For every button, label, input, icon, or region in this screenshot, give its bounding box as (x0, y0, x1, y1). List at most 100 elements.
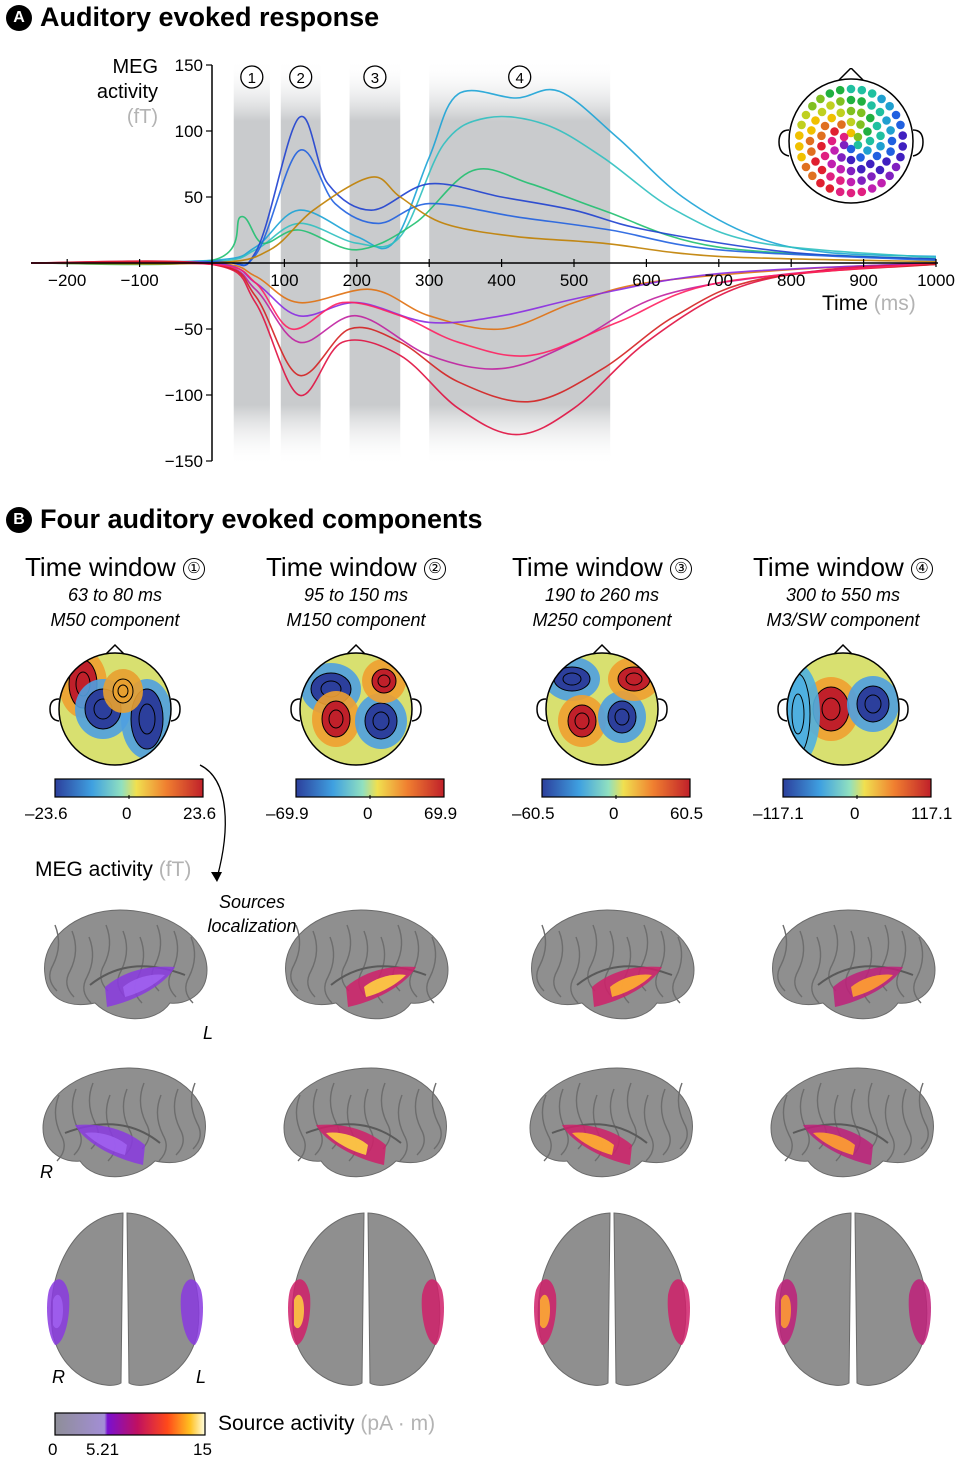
sensor-dot (857, 85, 867, 95)
colorbar-czero-label: 0 (850, 804, 860, 823)
brain-render-1-2 (42, 1067, 206, 1178)
x-tick-label: 800 (777, 271, 805, 290)
time-window-column-4: Time window ④ 300 to 550 ms M3/SW componen… (733, 552, 953, 633)
sensor-dot (839, 140, 849, 150)
brain-render-1-3 (47, 1212, 203, 1386)
evoked-response-chart: 1 2 3 4 −200 −100 100 200 300 400 500 600 700 800 900… (30, 56, 955, 471)
time-window-component: M3/SW component (766, 610, 920, 630)
meg-trace-2 (30, 115, 937, 264)
sensor-dot (898, 142, 908, 151)
sensor-dot (867, 172, 876, 181)
brain-render-2-1 (285, 909, 449, 1020)
sensor-dot (846, 166, 856, 176)
sensor-dot (867, 184, 877, 193)
sensor-dot (839, 132, 849, 142)
x-tick-label: 500 (560, 271, 588, 290)
colorbar-cmin-label: –69.9 (266, 804, 309, 823)
sources-line2: localization (207, 916, 297, 936)
sensor-dot (827, 136, 837, 146)
time-window-number: ① (182, 558, 205, 581)
x-tick-label: −200 (48, 271, 86, 290)
sensor-dot (835, 85, 845, 95)
time-window-range: 190 to 260 ms (544, 585, 660, 605)
sensor-dot (820, 121, 830, 131)
sensor-dot (835, 187, 845, 197)
sensor-dot (817, 107, 827, 117)
y-tick-label: −100 (165, 386, 203, 405)
sensor-dot (817, 165, 827, 175)
time-window-title: Time window ④ (733, 552, 953, 583)
x-tick-label: 100 (270, 271, 298, 290)
time-window-number: ④ (910, 558, 933, 581)
colorbar-cmax-label: 60.5 (670, 804, 704, 823)
sensor-dot (865, 159, 875, 169)
sensor-dot (846, 155, 856, 165)
sensor-dot (794, 131, 804, 140)
sensor-dot (836, 97, 845, 106)
topomap-2 (290, 643, 422, 766)
meg-trace-5 (30, 149, 937, 266)
window-marker-2: 2 (297, 70, 305, 87)
sensor-dot (857, 187, 867, 197)
sensor-dot (846, 84, 856, 94)
sensor-dot (872, 151, 882, 161)
source-activity-unit: (pA · m) (360, 1412, 436, 1435)
sensor-dot (825, 89, 835, 98)
y-tick-label: 100 (175, 122, 203, 141)
sensor-layout-inset (778, 68, 924, 204)
brain-render-3-3 (534, 1212, 690, 1386)
sensor-dot (882, 116, 891, 125)
time-window-column-3: Time window ③ 190 to 260 ms M250 component (492, 552, 712, 633)
sensor-dot (898, 131, 908, 140)
time-window-title-text: Time window (512, 552, 663, 582)
sensor-dot (877, 178, 886, 188)
brain-render-3-2 (529, 1067, 693, 1178)
window-marker-4: 4 (516, 70, 524, 87)
sensor-dot (846, 128, 856, 138)
sensor-dot (846, 117, 856, 127)
x-tick-label: 900 (849, 271, 877, 290)
meg-activity-label: MEG activity (fT) (35, 858, 191, 882)
sensor-dot (807, 126, 816, 135)
colorbar-cmax-label: 117.1 (911, 804, 953, 823)
sensor-dot (857, 176, 866, 185)
sensor-dot (808, 171, 817, 181)
sensor-dot (853, 140, 863, 150)
sensor-dot (846, 188, 856, 198)
colorbar-cmax-label: 23.6 (183, 804, 217, 823)
topomap-1 (49, 643, 181, 766)
meg-activity-unit: (fT) (158, 858, 192, 881)
sensor-dot (885, 171, 894, 181)
meg-trace-6 (30, 176, 937, 265)
sensor-dot (797, 152, 806, 162)
sensor-dot (836, 176, 845, 185)
hemi-label-ventral-left: L (196, 1367, 207, 1387)
time-window-title: Time window ② (246, 552, 466, 583)
sensor-dot (856, 164, 866, 174)
sensor-dot (817, 131, 826, 141)
colorbar-czero-label: 0 (363, 804, 373, 823)
sensor-dot (836, 164, 846, 174)
sensor-dot (875, 165, 885, 175)
sensor-dot (853, 132, 863, 142)
window-marker-1: 1 (248, 70, 256, 87)
y-axis-label: MEG activity (fT) (60, 55, 158, 130)
window-marker-circle-4 (508, 65, 532, 89)
sensor-dot (886, 147, 895, 156)
y-tick-label: −50 (174, 320, 203, 339)
meg-trace-3 (30, 168, 937, 266)
brain-render-2-3 (288, 1212, 444, 1386)
source-activity-text: Source activity (218, 1412, 355, 1435)
window-marker-circle-1 (240, 65, 264, 89)
colorbar-cmin-label: –117.1 (753, 804, 804, 823)
sensor-dot (846, 106, 856, 116)
window-marker-circle-3 (363, 65, 387, 89)
sensor-dot (867, 101, 876, 110)
sensor-dot (837, 153, 846, 162)
brain-render-2-2 (283, 1067, 447, 1178)
panel-a-title: A Auditory evoked response (6, 2, 379, 33)
sensor-dot (863, 146, 872, 155)
sensor-dot (846, 177, 856, 187)
x-tick-label: 1000 (917, 271, 955, 290)
y-tick-label: 150 (175, 56, 203, 75)
